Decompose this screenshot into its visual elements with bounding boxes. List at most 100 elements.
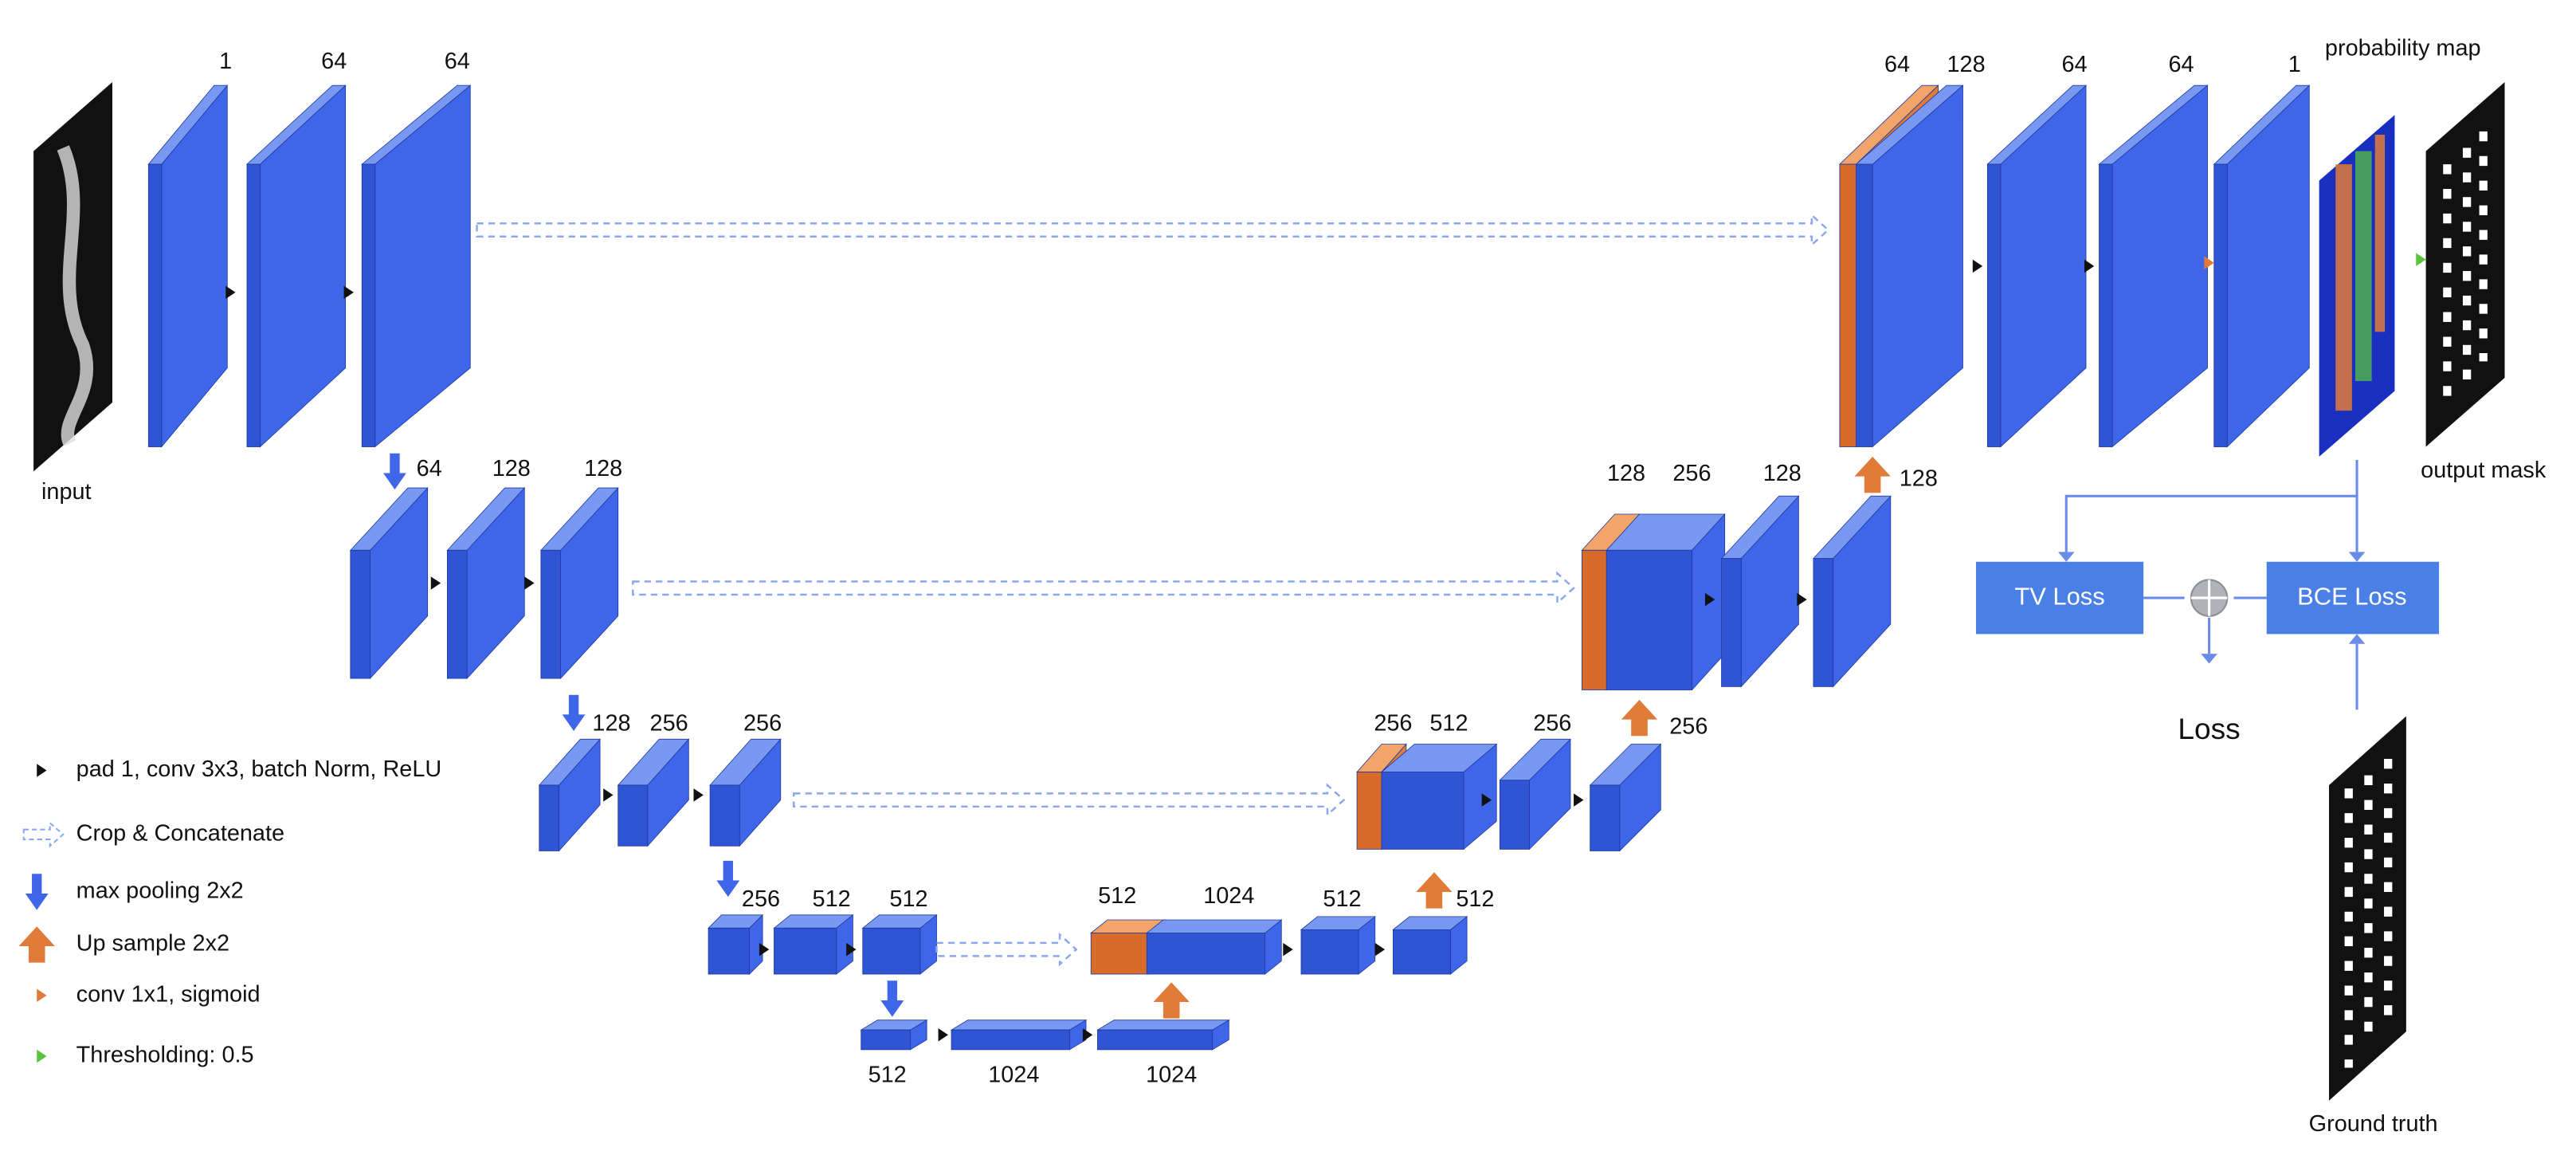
threshold-arrow xyxy=(2416,253,2426,266)
block-top xyxy=(1096,1020,1230,1031)
probability-map-blobs xyxy=(2335,134,2386,411)
conv-arrow xyxy=(1481,793,1492,807)
channel-label: 512 xyxy=(1098,883,1136,909)
channel-label: 64 xyxy=(1884,52,1910,77)
concat-arrow xyxy=(935,932,1078,967)
ground-truth-label: Ground truth xyxy=(2309,1111,2438,1137)
channel-label: 256 xyxy=(650,710,688,736)
ground-truth-marks xyxy=(2344,759,2393,1068)
legend-icon xyxy=(37,1049,47,1063)
channel-label: 128 xyxy=(492,456,531,481)
tv-loss-box xyxy=(1975,561,2144,635)
bce-loss-label: BCE Loss xyxy=(2297,582,2406,610)
bce-loss-box xyxy=(2266,561,2440,635)
block-front xyxy=(539,784,559,851)
channel-label: 512 xyxy=(889,886,927,912)
conv-arrow xyxy=(343,285,354,300)
output-mask-label: output mask xyxy=(2421,458,2547,483)
channel-label: 256 xyxy=(1669,714,1708,740)
network: 1 64 64 64 128 128 128 256 256 256 512 512 512 1024 10… xyxy=(18,49,2426,1087)
channel-label: 128 xyxy=(592,710,630,736)
channel-label: 512 xyxy=(813,886,851,912)
channel-label: 512 xyxy=(1456,886,1494,912)
block-front xyxy=(1381,772,1464,850)
channel-label: 64 xyxy=(417,456,442,481)
channel-label: 1024 xyxy=(1203,883,1254,909)
block-front xyxy=(709,784,740,847)
channel-label: 64 xyxy=(2062,52,2088,77)
conv-arrow xyxy=(1374,942,1386,957)
channel-label: 1024 xyxy=(1146,1062,1197,1087)
block-front xyxy=(774,927,837,975)
block-front xyxy=(708,927,750,975)
conv-arrow xyxy=(759,942,770,957)
block-front xyxy=(1839,163,1857,447)
legend-label: Crop & Concatenate xyxy=(76,820,284,846)
block-front xyxy=(540,549,562,679)
block-front xyxy=(861,1029,911,1051)
legend-label: pad 1, conv 3x3, batch Norm, ReLU xyxy=(76,756,442,782)
conv-arrow xyxy=(603,788,614,802)
channel-label: 512 xyxy=(868,1062,907,1087)
block-front xyxy=(1856,163,1873,447)
legend-label: max pooling 2x2 xyxy=(76,878,244,904)
blob xyxy=(2354,151,2372,382)
conv-arrow xyxy=(2084,259,2095,273)
pool-arrow xyxy=(383,453,406,490)
block-front xyxy=(446,549,468,679)
conv-arrow xyxy=(430,576,441,590)
legend-label: Thresholding: 0.5 xyxy=(76,1043,254,1068)
channel-label: 128 xyxy=(1607,461,1645,486)
arrow-head xyxy=(2201,654,2217,664)
blob xyxy=(2335,164,2352,411)
channel-label: 1 xyxy=(219,49,232,74)
input-spine xyxy=(57,145,94,446)
conv-arrow xyxy=(1972,259,1983,273)
block-front xyxy=(951,1029,1070,1051)
block-front xyxy=(1986,163,2002,447)
loss-connectors xyxy=(2064,460,2358,710)
pool-arrow xyxy=(880,980,904,1017)
concat-arrow xyxy=(632,571,1575,606)
legend-icon xyxy=(22,821,65,848)
concat-arrow xyxy=(792,783,1346,817)
sigmoid-arrow xyxy=(2204,256,2214,269)
concat-arrow xyxy=(476,213,1830,247)
upsample-arrow xyxy=(1153,982,1190,1019)
block-front xyxy=(862,927,921,975)
block-front xyxy=(1300,929,1359,975)
input-label: input xyxy=(41,479,92,505)
legend-icon xyxy=(37,988,47,1003)
channel-label: 256 xyxy=(1672,461,1711,486)
conv-arrow xyxy=(1797,592,1807,607)
block-front xyxy=(2099,163,2113,447)
block-front xyxy=(1813,558,1834,687)
upsample-arrow xyxy=(18,926,55,963)
block-front xyxy=(1097,1029,1214,1051)
legend-icon xyxy=(37,764,47,777)
channel-label: 128 xyxy=(1763,461,1802,486)
pool-arrow xyxy=(716,860,740,898)
block-front xyxy=(618,784,649,847)
conv-arrow xyxy=(1704,592,1715,607)
block-front xyxy=(361,163,376,447)
output-mask-marks xyxy=(2443,131,2488,411)
channel-label: 128 xyxy=(584,456,622,481)
channel-label: 64 xyxy=(321,49,347,74)
channel-label: 256 xyxy=(1533,710,1571,736)
conv-arrow xyxy=(225,285,236,300)
block-top xyxy=(950,1020,1088,1031)
blob xyxy=(2374,134,2386,332)
sum-plus xyxy=(2190,580,2228,616)
arrow-head xyxy=(2348,552,2366,562)
legend-label: conv 1x1, sigmoid xyxy=(76,981,261,1007)
channel-label: 256 xyxy=(1374,710,1412,736)
conv-arrow xyxy=(846,942,857,957)
channel-label: 256 xyxy=(742,886,780,912)
upsample-arrow xyxy=(1621,699,1658,737)
pool-arrow xyxy=(25,874,49,910)
probability-map-label: probability map xyxy=(2325,35,2481,61)
conv-arrow xyxy=(524,576,535,590)
conv-arrow xyxy=(1283,942,1293,957)
